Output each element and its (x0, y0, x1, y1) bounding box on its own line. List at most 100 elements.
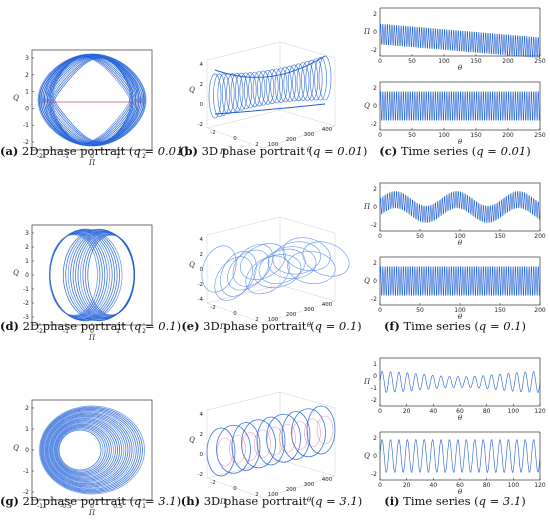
trajectory-loop (45, 55, 139, 145)
z-tick-label: -2 (198, 282, 203, 288)
caption-letter: (c) (379, 144, 398, 158)
theta-axis-label: θ (307, 496, 312, 504)
3d-phase-portrait-2: 4 2 0 -2 Q 100 200 300 400 θ -2 0 2 Π (189, 391, 336, 506)
trajectory-loop (214, 55, 326, 78)
x-tick-label: 100 (438, 132, 450, 139)
trajectory-loop (208, 73, 222, 119)
x-tick-label: 150 (494, 233, 506, 240)
trajectory-loop (49, 56, 135, 144)
x-tick-label: -1 (63, 153, 69, 160)
caption-letter: (b) (179, 144, 198, 158)
trajectory-loop (258, 248, 306, 284)
theta-tick-label: 300 (304, 132, 315, 138)
trajectory-loop (217, 73, 231, 116)
x-axis-label: Π (88, 334, 96, 341)
theta-tick-label: 200 (286, 312, 297, 318)
caption-parameter: q = 3.1 (478, 494, 522, 508)
x-tick-label: 1 (116, 328, 120, 335)
caption-letter: (a) (0, 144, 19, 158)
trajectory-loop (229, 434, 246, 464)
panel-caption: (b) 3D phase portrait (q = 0.01) (179, 144, 368, 158)
caption-letter: (e) (181, 319, 200, 333)
caption-text: 3D phase portrait ( (200, 494, 316, 508)
x-tick-label: 0 (90, 328, 94, 335)
box-edge (279, 216, 336, 234)
y-tick-label: -2 (371, 222, 377, 229)
signal-line (379, 191, 541, 223)
trajectory-loop (291, 408, 326, 458)
pi-tick-label: 0 (233, 311, 237, 317)
2d-phase-portrait-2: -1 -0.5 0 0.5 1 2 1 0 -1 -2 Π Q (13, 399, 153, 516)
trajectory-loop (48, 56, 135, 144)
caption-text: 2D phase portrait ( (18, 319, 134, 333)
x-tick-label: 0.5 (113, 503, 123, 510)
x-tick-label: 0 (378, 482, 382, 489)
trajectory-loop (261, 70, 275, 105)
z-axis-label: Q (189, 261, 195, 269)
theta-tick-label: 300 (304, 482, 315, 488)
trajectory-loop (46, 414, 129, 486)
x-tick-label: 100 (438, 58, 450, 65)
trajectory-loop (254, 429, 271, 459)
y-tick-label: -1 (23, 122, 29, 129)
time-series-top: 0 20 40 60 80 100 120 1 0 -1 -2 θ Π (363, 357, 546, 422)
trajectory-loop (256, 416, 286, 466)
trajectory-loop (239, 72, 253, 110)
x-tick-label: 50 (416, 307, 424, 314)
x-axis-label: θ (458, 313, 463, 321)
caption-parameter: q = 3.1 (315, 494, 358, 508)
2d-phase-portrait-1: -2 -1 0 1 2 3 2 1 0 -1 -2 -3 Π Q (13, 224, 153, 341)
trajectory-loop (252, 71, 266, 107)
trajectory-loop (44, 55, 140, 145)
box-edge (206, 477, 264, 499)
x-tick-label: 200 (534, 233, 546, 240)
signal-line (379, 266, 541, 296)
y-tick-label: 0 (373, 278, 377, 285)
panel-caption: (a) 2D phase portrait (q = 0.01) (0, 144, 188, 158)
trajectory-loop (55, 426, 108, 474)
trajectory-loop (302, 241, 350, 277)
y-tick-label: -2 (371, 471, 377, 478)
y-tick-label: 2 (25, 405, 29, 412)
pi-axis-label: Π (219, 498, 227, 506)
y-tick-label: -1 (23, 286, 29, 293)
trajectory-loop (41, 54, 143, 146)
x-tick-label: 200 (534, 307, 546, 314)
y-axis-label: Π (363, 203, 371, 211)
trajectory-loop (40, 54, 144, 146)
x-tick-label: 50 (408, 132, 416, 139)
box-edge (206, 391, 281, 411)
box-edge (279, 284, 336, 302)
caption-parameter: q = 3.1 (133, 494, 177, 508)
trajectory-loop (287, 64, 301, 102)
x-tick-label: 100 (454, 307, 466, 314)
pi-tick-label: 2 (255, 142, 259, 148)
x-tick-label: 100 (508, 482, 520, 489)
x-axis-label: Π (88, 159, 96, 166)
y-axis-label: Q (13, 269, 19, 277)
2d-phase-portrait-0: -2 -1 0 1 2 3 2 1 0 -1 -2 Π Q (13, 49, 153, 166)
x-tick-label: 60 (456, 482, 464, 489)
x-tick-label: 120 (534, 482, 546, 489)
pi-tick-label: 0 (233, 486, 237, 492)
y-tick-label: -2 (371, 397, 377, 404)
trajectory-loop (230, 72, 244, 112)
trajectory-loop (54, 423, 112, 477)
trajectory-loop (248, 71, 261, 108)
x-tick-label: 100 (454, 233, 466, 240)
trajectory-loop (274, 67, 288, 103)
pi-tick-label: 2 (255, 492, 259, 498)
phase-trajectory-3d (208, 55, 332, 119)
trajectory-loop (227, 249, 270, 291)
z-tick-label: 4 (200, 412, 204, 418)
trajectory-loop (49, 418, 123, 482)
y-tick-label: -1 (371, 385, 377, 392)
caption-text: 2D phase portrait ( (18, 494, 134, 508)
x-axis-label: θ (458, 138, 463, 146)
trajectory-loop (51, 56, 132, 144)
y-tick-label: 2 (373, 260, 377, 267)
pi-axis-label: Π (219, 323, 227, 331)
trajectory-loop (235, 72, 248, 111)
